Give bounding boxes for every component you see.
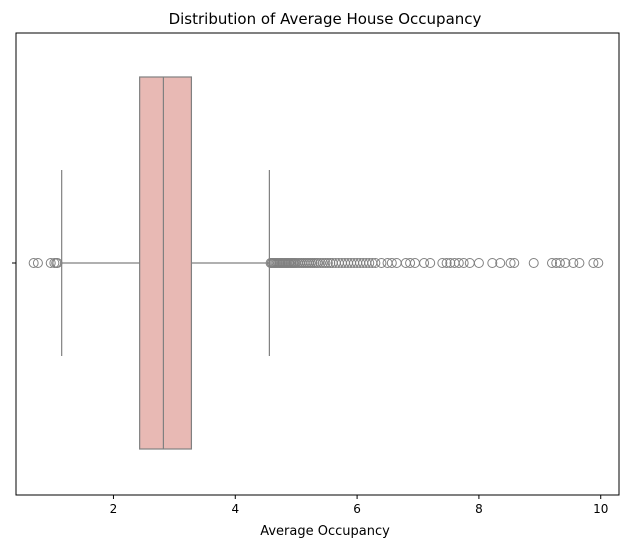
outlier-point (560, 258, 571, 268)
x-axis-label: Average Occupancy (260, 524, 390, 539)
outlier-point (419, 258, 430, 268)
outlier-point (313, 258, 324, 268)
x-tick-label: 6 (353, 502, 361, 516)
outlier-point (464, 258, 475, 268)
outlier-points (28, 258, 604, 268)
outlier-point (473, 258, 484, 268)
outlier-point (322, 258, 333, 268)
iqr-box (139, 76, 193, 450)
outlier-point (505, 258, 516, 268)
outlier-point (588, 258, 599, 268)
outlier-point (554, 258, 565, 268)
outlier-point (370, 258, 381, 268)
outlier-point (495, 258, 506, 268)
outlier-point (453, 258, 464, 268)
x-tick-label: 4 (231, 502, 239, 516)
x-axis-ticks: 2 4 6 8 10 (110, 495, 608, 516)
outlier-point (425, 258, 436, 268)
outlier-point (317, 258, 328, 268)
outlier-point (364, 258, 375, 268)
box-plot (61, 76, 270, 450)
outlier-point (568, 258, 579, 268)
outlier-point (386, 258, 397, 268)
outlier-point (441, 258, 452, 268)
x-tick-label: 8 (475, 502, 483, 516)
outlier-point (547, 258, 557, 268)
outlier-point (45, 258, 56, 268)
outlier-point (32, 258, 43, 268)
outlier-point (528, 258, 539, 268)
outlier-point (574, 258, 585, 268)
outlier-point (458, 258, 469, 268)
outlier-point (405, 258, 416, 268)
chart-title: Distribution of Average House Occupancy (169, 10, 482, 28)
x-tick-label: 2 (110, 502, 118, 516)
outlier-point (315, 258, 326, 268)
outlier-point (487, 258, 498, 268)
x-tick-label: 10 (593, 502, 608, 516)
outlier-point (593, 258, 604, 268)
outlier-point (52, 258, 63, 268)
outlier-point (437, 258, 448, 268)
outlier-point (509, 258, 520, 268)
outlier-point (376, 258, 387, 268)
plot-area-frame (15, 32, 620, 496)
outlier-point (320, 258, 331, 268)
outlier-point (28, 258, 39, 268)
